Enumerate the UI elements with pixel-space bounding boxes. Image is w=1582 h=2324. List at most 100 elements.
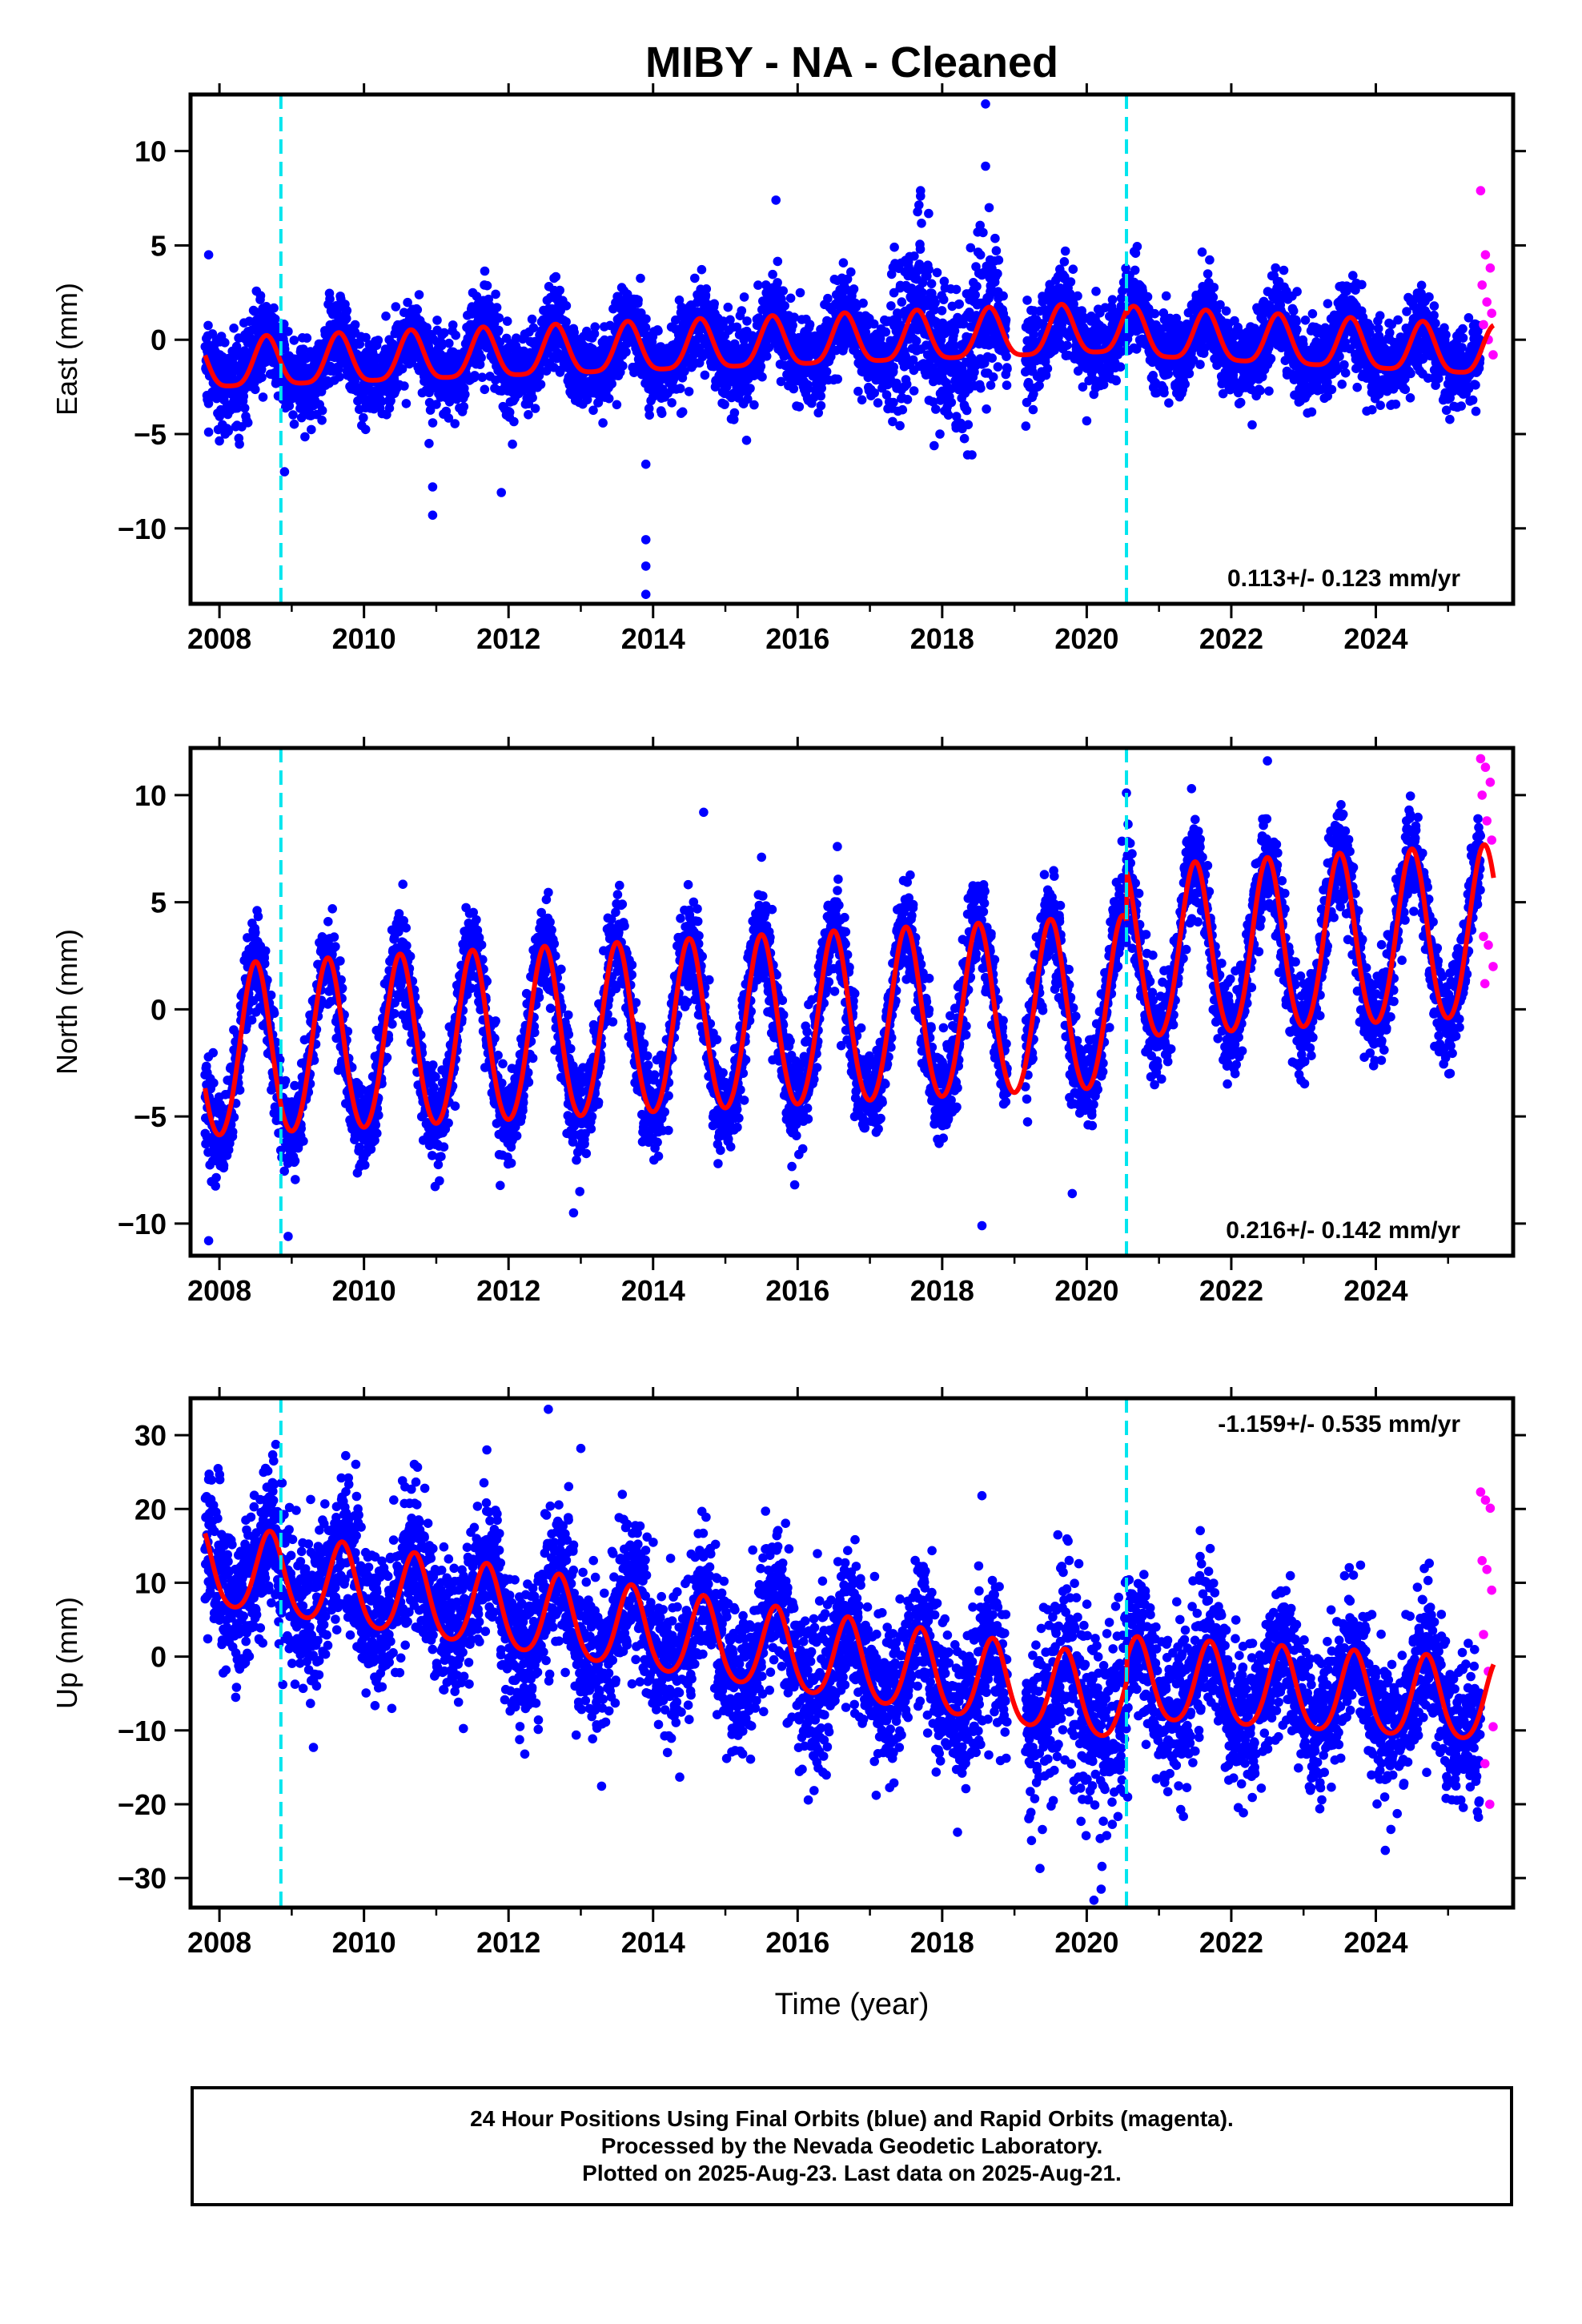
east-data-point [1323, 299, 1333, 309]
east-data-point [618, 361, 628, 371]
east-data-point [360, 424, 371, 435]
east-data-point [412, 305, 423, 315]
east-data-point [1271, 263, 1280, 273]
east-data-point [528, 323, 539, 333]
east-data-point [833, 374, 842, 384]
east-data-point [422, 323, 432, 332]
east-data-point [653, 326, 663, 336]
east-data-point [302, 333, 312, 343]
east-data-point [998, 291, 1008, 301]
east-data-point [951, 284, 962, 295]
east-data-point [739, 292, 749, 302]
east-data-point [1279, 265, 1289, 275]
east-data-point [589, 328, 600, 339]
east-data-point [889, 242, 899, 252]
east-data-point [778, 286, 788, 296]
east-data-point [972, 281, 982, 292]
east-data-point [853, 386, 863, 396]
east-data-point [970, 290, 980, 300]
east-data-point [284, 401, 295, 411]
east-data-point [737, 306, 747, 316]
east-data-point [873, 398, 883, 408]
east-data-point [495, 337, 505, 348]
east-data-point [1335, 352, 1344, 361]
east-data-point [709, 299, 719, 309]
east-data-point [622, 289, 632, 300]
east-data-point [561, 301, 572, 311]
east-panel: 2008 2010 2012 2014 2016 2018 2020 2022 2024−10−… [50, 83, 1526, 655]
east-data-point [930, 298, 940, 308]
east-data-point [359, 412, 368, 423]
east-data-point [1307, 309, 1318, 319]
east-data-point [930, 440, 939, 451]
east-data-point [1327, 384, 1337, 395]
east-data-point [271, 321, 281, 332]
east-data-point [1002, 380, 1012, 390]
east-data-point [255, 291, 266, 301]
east-data-point [401, 399, 412, 408]
east-data-point [901, 380, 912, 389]
east-data-point [723, 302, 733, 312]
east-data-point [1184, 368, 1195, 379]
east-data-point [223, 426, 234, 436]
east-data-point [373, 336, 383, 345]
east-data-point [946, 397, 957, 408]
east-data-point [1001, 315, 1011, 325]
east-data-point [640, 323, 651, 332]
east-data-point [805, 320, 815, 330]
east-data-point [555, 285, 564, 296]
east-data-point [541, 366, 552, 376]
east-data-point [729, 408, 740, 418]
east-data-point [978, 227, 988, 238]
east-data-point [986, 380, 996, 390]
east-data-point [1002, 364, 1012, 374]
east-data-point [250, 307, 259, 316]
east-data-point [937, 306, 947, 316]
east-data-point [644, 404, 654, 413]
east-data-point [491, 289, 500, 300]
east-data-point [857, 395, 867, 405]
east-data-point [504, 408, 515, 417]
east-data-point [924, 208, 934, 219]
east-data-point [509, 416, 519, 427]
east-data-point [271, 314, 280, 324]
east-data-point [502, 316, 512, 326]
east-data-point [897, 297, 907, 307]
east-data-point [675, 384, 685, 393]
east-data-point [926, 279, 937, 289]
east-data-point [700, 370, 710, 380]
east-data-point [794, 402, 805, 412]
east-data-point [239, 403, 250, 413]
east-data-point [229, 324, 239, 333]
east-data-point [1021, 421, 1031, 431]
east-data-point [288, 410, 298, 420]
east-data-point [1292, 324, 1302, 335]
east-data-point [690, 273, 700, 283]
east-data-point [1337, 380, 1347, 389]
east-data-point [1235, 397, 1246, 408]
east-data-point [432, 316, 442, 325]
east-data-point [425, 405, 436, 415]
east-data-point [889, 362, 898, 372]
east-data-point [482, 280, 492, 291]
east-data-point [1059, 257, 1070, 267]
east-data-point [448, 320, 458, 330]
east-data-point [987, 353, 997, 364]
east-data-point [391, 302, 401, 312]
east-data-point [1132, 242, 1142, 251]
east-data-point [1142, 292, 1153, 302]
east-data-point [1130, 265, 1140, 275]
east-data-point [1042, 364, 1053, 374]
east-data-point [470, 371, 480, 380]
east-data-point [1028, 404, 1038, 415]
east-data-point [994, 255, 1004, 265]
east-data-point [909, 386, 919, 396]
east-data-point [768, 269, 777, 279]
east-data-point [459, 402, 469, 412]
east-data-point [982, 404, 991, 414]
east-data-point [444, 413, 454, 423]
east-data-point [1115, 362, 1126, 372]
east-data-point [582, 395, 592, 404]
east-data-point [1180, 379, 1190, 389]
east-data-point [788, 320, 797, 331]
